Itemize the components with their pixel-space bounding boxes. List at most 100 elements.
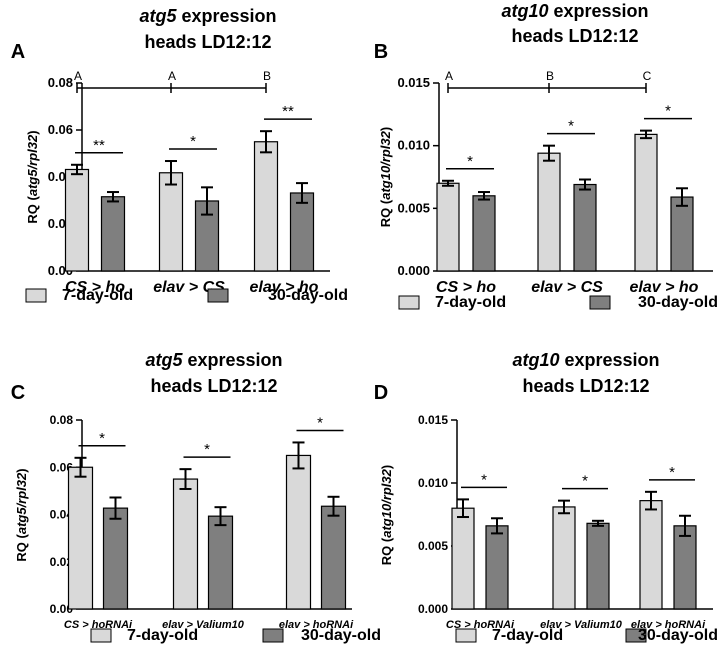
bar-old [472, 195, 496, 272]
x-tick-label: CS > ho [65, 279, 125, 296]
y-axis-label-post: ) [14, 468, 29, 472]
x-tick-label: elav > hoRNAi [279, 619, 354, 631]
y-axis-label: RQ (atg5/rpl32) [14, 468, 29, 561]
bar-young [451, 507, 475, 610]
y-axis-label-pre: RQ ( [378, 199, 393, 227]
bar-young [634, 133, 658, 272]
chart-subtitle: heads LD12:12 [144, 32, 271, 52]
y-tick-label: 0.08 [48, 75, 73, 90]
bar-young [64, 168, 90, 272]
group-letter: A [168, 69, 176, 83]
legend: 7-day-old 30-day-old [455, 627, 718, 644]
y-axis-label-pre: RQ ( [379, 537, 394, 565]
bar-young [285, 454, 312, 610]
bar-old [573, 183, 597, 272]
bar-old [485, 525, 509, 610]
bar-old [670, 196, 694, 272]
legend-swatch-young [90, 628, 112, 643]
x-tick-label: elav > CS [153, 279, 225, 296]
chart-title-gene: atg10 [501, 1, 548, 21]
y-axis-label: RQ (atg10/rpl32) [378, 127, 393, 227]
bar-young [436, 182, 460, 272]
y-tick-label: 0.005 [418, 539, 448, 553]
group-letter: B [546, 69, 554, 83]
y-axis-label: RQ (atg10/rpl32) [379, 465, 394, 565]
x-tick-label: elav > Valium10 [540, 619, 623, 631]
legend-label-young: 7-day-old [62, 287, 133, 304]
legend-label-old: 30-day-old [638, 294, 718, 311]
chart-title-gene: atg10 [512, 350, 559, 370]
bar-young [67, 466, 94, 610]
y-axis-label-post: ) [379, 465, 394, 469]
y-tick-label: 0.005 [397, 200, 430, 215]
legend-swatch-old [207, 288, 229, 303]
y-tick-label: 0.000 [397, 263, 430, 278]
y-tick-label: 0.015 [397, 75, 430, 90]
legend-swatch-old [589, 295, 611, 310]
y-axis-label-gene: atg5/rpl32 [14, 472, 29, 534]
chart-title-gene: atg5 [139, 6, 177, 26]
y-axis-label-pre: RQ ( [14, 533, 29, 561]
x-tick-label: CS > ho [436, 279, 496, 296]
panel-letter: C [11, 382, 25, 404]
y-axis-label-post: ) [25, 130, 40, 134]
bar-young [639, 500, 663, 610]
y-tick-label: 0.06 [48, 122, 73, 137]
x-tick-label: elav > ho [250, 279, 319, 296]
legend-swatch-old [262, 628, 284, 643]
y-tick-label: 0.00 [50, 602, 74, 616]
y-tick-label: 0.010 [397, 138, 430, 153]
bar-young [253, 141, 279, 272]
significance-stars: * [317, 414, 323, 431]
legend-label-old: 30-day-old [268, 287, 348, 304]
x-tick-label: CS > hoRNAi [64, 619, 133, 631]
significance-stars: * [481, 471, 487, 488]
significance-stars: * [190, 133, 196, 150]
bar-young [552, 506, 576, 610]
x-tick-label: elav > CS [531, 279, 603, 296]
bar-young [537, 152, 561, 272]
bar-young [172, 478, 199, 610]
y-axis-label-gene: atg5/rpl32 [25, 134, 40, 196]
significance-stars: * [568, 118, 574, 135]
bar-old [673, 525, 697, 610]
legend-swatch-old [625, 628, 647, 643]
y-axis-label-pre: RQ ( [25, 195, 40, 223]
legend-label-old: 30-day-old [301, 627, 381, 644]
x-tick-label: elav > hoRNAi [631, 619, 706, 631]
legend-label-old: 30-day-old [638, 627, 718, 644]
significance-stars: * [582, 473, 588, 490]
x-tick-label: elav > ho [630, 279, 699, 296]
group-letter: B [263, 69, 271, 83]
panel-letter: D [374, 382, 388, 404]
legend-label-young: 7-day-old [492, 627, 563, 644]
legend-swatch-young [25, 288, 47, 303]
y-tick-label: 0.015 [418, 413, 448, 427]
legend: 7-day-old 30-day-old [25, 287, 348, 304]
chart-title-rest: expression [559, 350, 659, 370]
bar-old [207, 515, 234, 610]
bar-old [586, 522, 610, 610]
chart-title-rest: expression [182, 350, 282, 370]
y-tick-label: 0.06 [50, 460, 74, 474]
panel-letter: B [374, 41, 388, 63]
significance-stars: * [204, 441, 210, 458]
x-tick-label: elav > Valium10 [162, 619, 245, 631]
y-tick-label: 0.08 [50, 413, 74, 427]
y-axis-label-post: ) [378, 127, 393, 131]
legend: 7-day-old 30-day-old [398, 294, 718, 311]
legend-swatch-young [398, 295, 420, 310]
chart-title: atg5 expression [145, 350, 282, 370]
y-tick-label: 0.02 [50, 555, 74, 569]
bar-old [289, 192, 315, 272]
y-tick-label: 0.000 [418, 602, 448, 616]
y-tick-label: 0.010 [418, 476, 448, 490]
x-tick-label: CS > hoRNAi [446, 619, 515, 631]
bar-old [102, 507, 129, 610]
chart-subtitle: heads LD12:12 [522, 376, 649, 396]
significance-stars: * [665, 103, 671, 120]
significance-stars: * [467, 153, 473, 170]
y-axis-label-gene: atg10/rpl32 [378, 130, 393, 199]
